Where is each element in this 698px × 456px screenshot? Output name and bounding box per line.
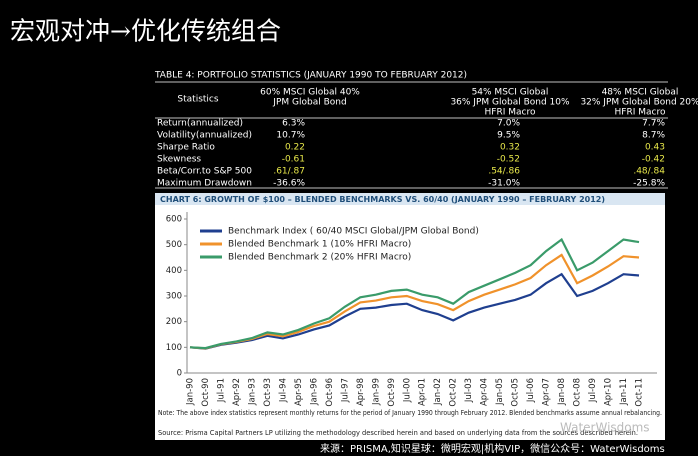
cell: 9.5% [497,131,520,141]
cell: .48/.84 [633,167,665,177]
chart-panel [155,193,665,440]
column-header: 60% MSCI Global 40% [260,88,360,98]
x-tick-label: Apr-95 [294,378,304,406]
x-tick-label: Jul-91 [216,378,226,403]
x-tick-label: Oct-02 [449,378,459,407]
cell: -0.61 [282,155,305,165]
row-label: Sharpe Ratio [157,143,215,153]
legend-label: Benchmark Index ( 60/40 MSCI Global/JPM … [228,227,479,237]
x-tick-label: Jan-08 [557,378,567,406]
x-tick-label: Jan-96 [309,378,319,406]
cell: .61/.87 [273,167,305,177]
x-tick-label: Jan-05 [495,378,505,406]
y-tick-label: 0 [177,369,182,379]
x-tick-label: Jan-99 [371,378,381,406]
x-tick-label: Oct-99 [387,378,397,407]
x-tick-label: Apr-04 [480,378,490,406]
cell: -25.8% [633,179,665,189]
y-tick-label: 500 [166,240,182,250]
y-tick-label: 300 [166,292,182,302]
x-tick-label: Jul-94 [278,378,288,403]
column-header: 36% JPM Global Bond 10% [450,98,570,108]
x-tick-label: Jul-06 [526,378,536,403]
x-tick-label: Apr-98 [356,378,366,406]
cell: 8.7% [642,131,665,141]
slide-title: 宏观对冲→优化传统组合 [10,17,281,46]
x-tick-label: Oct-90 [201,378,211,407]
x-tick-label: Oct-05 [511,378,521,407]
cell: 6.3% [282,119,305,129]
y-tick-label: 200 [166,317,182,327]
series-line [189,237,640,350]
chart-title: CHART 6: GROWTH OF $100 – BLENDED BENCHM… [160,195,605,204]
row-label: Maximum Drawdown [157,179,252,189]
x-tick-label: Apr-01 [418,378,428,406]
x-tick-label: Jan-90 [186,378,196,406]
cell: 7.7% [642,119,665,129]
x-tick-label: Apr-92 [232,378,242,406]
x-tick-label: Oct-93 [263,378,273,407]
legend-label: Blended Benchmark 2 (20% HFRI Macro) [228,253,411,263]
x-tick-label: Jan-02 [433,378,443,406]
x-tick-label: Jul-09 [588,378,598,403]
footer: 来源：PRISMA,知识星球：微明宏观|机构VIP，微信公众号：WaterWis… [320,442,665,455]
x-tick-label: Jul-00 [402,378,412,403]
column-header: 32% JPM Global Bond 20% [580,98,698,108]
cell: 0.22 [285,143,305,153]
x-tick-label: Jan-93 [247,378,257,406]
watermark: WaterWisdoms [560,421,650,435]
y-tick-label: 400 [166,266,182,276]
series-line [189,272,640,350]
cell: 0.32 [500,143,520,153]
row-label: Beta/Corr.to S&P 500 [157,167,252,177]
x-tick-label: Jul-97 [340,378,350,403]
x-tick-label: Jul-03 [464,378,474,403]
column-header: JPM Global Bond [272,98,346,108]
table-title: TABLE 4: PORTFOLIO STATISTICS (JANUARY 1… [154,71,467,81]
legend-label: Blended Benchmark 1 (10% HFRI Macro) [228,240,411,250]
cell: .54/.86 [488,167,520,177]
cell: -31.0% [488,179,520,189]
x-tick-label: Oct-08 [573,378,583,407]
column-header: 48% MSCI Global [602,88,679,98]
column-header: 54% MSCI Global [472,88,549,98]
series-line [189,253,640,350]
chart-note: Note: The above index statistics represe… [158,409,662,417]
x-tick-label: Oct-96 [325,378,335,407]
cell: -36.6% [273,179,305,189]
y-tick-label: 100 [166,343,182,353]
row-label: Return(annualized) [157,119,243,129]
column-header: HFRI Macro [615,108,666,118]
row-label: Volatility(annualized) [157,131,252,141]
column-header: Statistics [177,95,218,105]
x-tick-label: Apr-07 [542,378,552,406]
chart-source: Source: Prisma Capital Partners LP utili… [158,429,638,437]
column-header: HFRI Macro [485,108,536,118]
cell: 0.43 [645,143,665,153]
cell: -0.42 [642,155,665,165]
y-tick-label: 600 [166,215,182,225]
x-tick-label: Oct-11 [635,378,645,407]
x-tick-label: Apr-10 [604,378,614,406]
x-tick-label: Jan-11 [619,378,629,406]
cell: 7.0% [497,119,520,129]
cell: -0.52 [497,155,520,165]
chart-header [155,193,665,205]
row-label: Skewness [157,155,201,165]
cell: 10.7% [276,131,305,141]
